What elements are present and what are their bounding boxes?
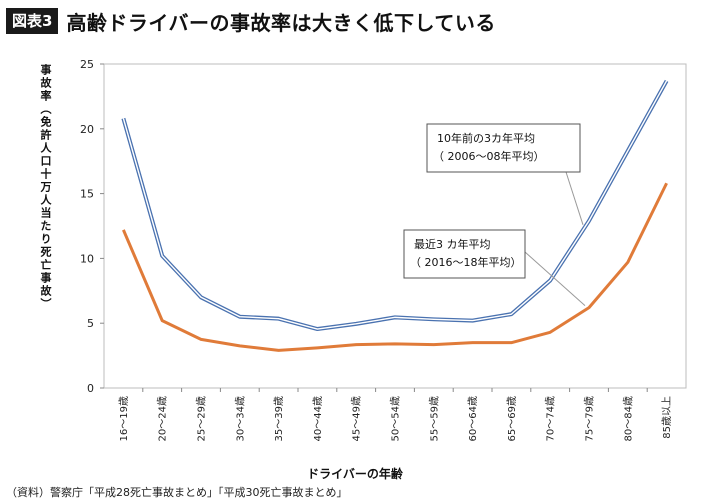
data-point: [472, 342, 474, 344]
x-tick-label: 16～19歳: [118, 396, 130, 441]
x-tick-label: 55～59歳: [428, 396, 440, 441]
data-point: [511, 313, 513, 315]
x-axis-label: ドライバーの年齢: [307, 467, 403, 481]
data-point: [239, 345, 241, 347]
data-point: [239, 316, 241, 318]
data-point: [433, 344, 435, 346]
x-tick-label: 65～69歳: [506, 396, 518, 441]
data-point: [549, 280, 551, 282]
data-point: [472, 320, 474, 322]
legend-callout-text: 最近3 カ年平均: [414, 237, 491, 251]
data-point: [355, 323, 357, 325]
data-point: [161, 255, 163, 257]
x-tick-label: 25～29歳: [196, 396, 208, 441]
x-tick-label: 45～49歳: [351, 396, 363, 441]
data-point: [433, 319, 435, 321]
series-line-inner: [122, 80, 668, 330]
x-tick-label: 85歳以上: [661, 396, 673, 439]
series-line-outer: [121, 79, 669, 332]
data-point: [588, 307, 590, 309]
data-point: [200, 296, 202, 298]
figure-badge: 図表3: [6, 8, 59, 34]
data-point: [317, 328, 319, 330]
data-point: [394, 343, 396, 345]
y-tick-label: 15: [80, 188, 94, 201]
y-tick-label: 10: [80, 252, 94, 265]
data-point: [355, 344, 357, 346]
data-point: [317, 347, 319, 349]
page-title: 高齢ドライバーの事故率は大きく低下している: [66, 10, 496, 35]
x-tick-label: 70～74歳: [545, 396, 557, 441]
series-line: [122, 182, 668, 352]
data-point: [123, 118, 125, 120]
data-point: [666, 182, 668, 184]
x-tick-label: 30～34歳: [234, 396, 246, 441]
data-point: [549, 331, 551, 333]
legend-callout-box: [426, 123, 581, 173]
data-point: [278, 350, 280, 352]
x-tick-label: 50～54歳: [390, 396, 402, 441]
data-point: [200, 339, 202, 341]
source-note: （資料）警察庁「平成28死亡事故まとめ」「平成30死亡事故まとめ」: [6, 486, 348, 499]
data-point: [161, 320, 163, 322]
y-axis-label: 事故率（免許人口十万人当たり死亡事故）: [39, 64, 52, 311]
callout-leader: [524, 251, 586, 307]
data-point: [123, 229, 125, 231]
y-tick-label: 20: [80, 123, 94, 136]
data-point: [278, 318, 280, 320]
data-point: [511, 342, 513, 344]
x-tick-label: 60～64歳: [467, 396, 479, 441]
legend-callout-text: （ 2016～18年平均）: [410, 255, 522, 269]
plot-area: [103, 63, 687, 389]
y-tick-label: 25: [80, 58, 94, 71]
legend-callout-box: [403, 229, 526, 279]
header: 図表3 高齢ドライバーの事故率は大きく低下している: [6, 6, 496, 36]
data-point: [627, 261, 629, 263]
x-tick-label: 40～44歳: [312, 396, 324, 441]
legend-callout-text: （ 2006～08年平均）: [433, 149, 545, 163]
x-tick-label: 75～79歳: [584, 396, 596, 441]
data-point: [394, 317, 396, 319]
x-tick-label: 80～84歳: [622, 396, 634, 441]
data-point: [666, 80, 668, 82]
y-tick-label: 5: [87, 317, 94, 330]
x-tick-label: 20～24歳: [157, 396, 169, 441]
y-tick-label: 0: [87, 382, 94, 395]
callout-leader: [565, 171, 584, 225]
data-point: [627, 150, 629, 152]
x-tick-label: 35～39歳: [273, 396, 285, 441]
data-point: [588, 220, 590, 222]
legend-callout-text: 10年前の3カ年平均: [437, 131, 535, 145]
